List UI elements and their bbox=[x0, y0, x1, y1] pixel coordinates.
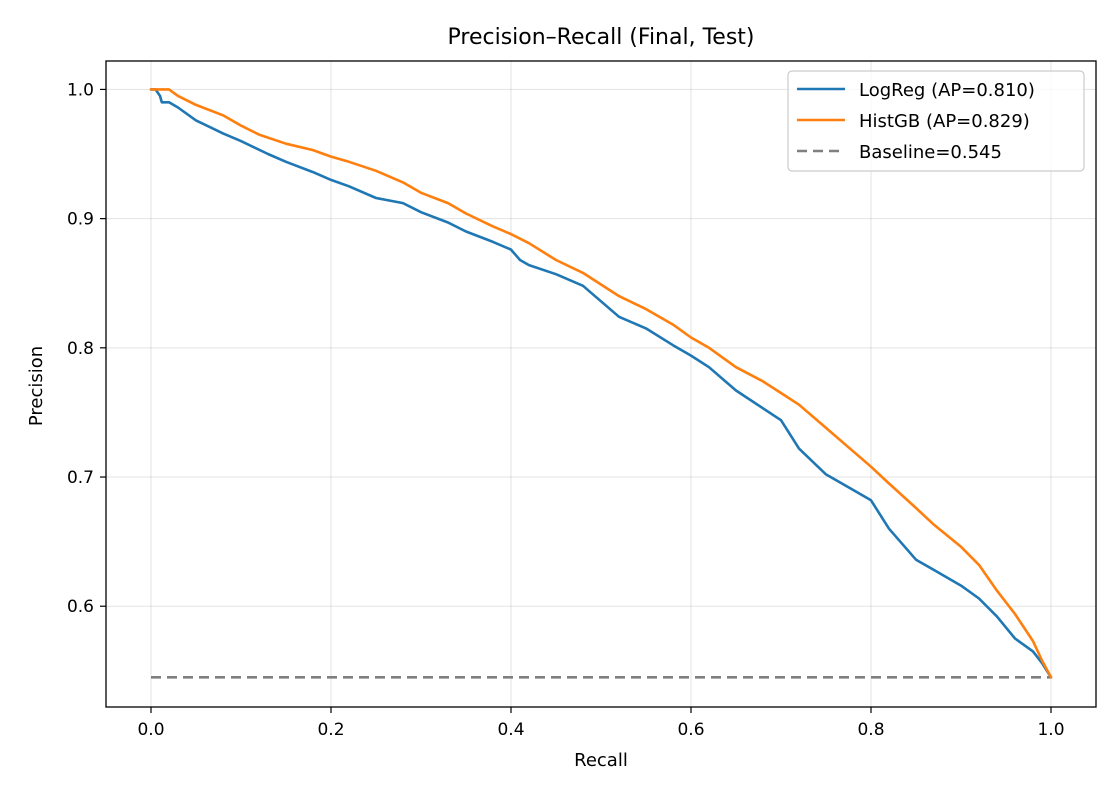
legend-label: LogReg (AP=0.810) bbox=[859, 80, 1035, 101]
y-tick-label: 0.7 bbox=[67, 468, 94, 488]
y-tick-label: 0.8 bbox=[67, 339, 94, 359]
series-line-histgb bbox=[149, 88, 1053, 679]
x-axis-ticks: 0.0 0.2 0.4 0.6 0.8 1.0 bbox=[137, 707, 1065, 740]
y-axis-ticks: 0.6 0.7 0.8 0.9 1.0 bbox=[67, 80, 106, 617]
x-tick-label: 0.8 bbox=[857, 720, 884, 740]
legend-label: HistGB (AP=0.829) bbox=[859, 111, 1030, 132]
plot-area-frame bbox=[105, 60, 1097, 708]
y-tick-label: 0.6 bbox=[67, 597, 94, 617]
y-tick-label: 0.9 bbox=[67, 210, 94, 230]
x-tick-label: 0.0 bbox=[137, 720, 164, 740]
x-tick-label: 1.0 bbox=[1037, 720, 1064, 740]
x-tick-label: 0.4 bbox=[497, 720, 524, 740]
x-tick-label: 0.2 bbox=[317, 720, 344, 740]
chart-title: Precision–Recall (Final, Test) bbox=[448, 25, 755, 50]
series-line-logreg bbox=[149, 88, 1053, 679]
legend-label: Baseline=0.545 bbox=[859, 142, 1002, 163]
x-tick-label: 0.6 bbox=[677, 720, 704, 740]
legend: LogReg (AP=0.810) HistGB (AP=0.829) Baseli… bbox=[787, 70, 1085, 172]
legend-box bbox=[787, 70, 1085, 172]
y-tick-label: 1.0 bbox=[67, 80, 94, 100]
series-layer bbox=[149, 88, 1053, 679]
y-axis-label: Precision bbox=[26, 346, 47, 426]
x-axis-label: Recall bbox=[574, 750, 628, 771]
